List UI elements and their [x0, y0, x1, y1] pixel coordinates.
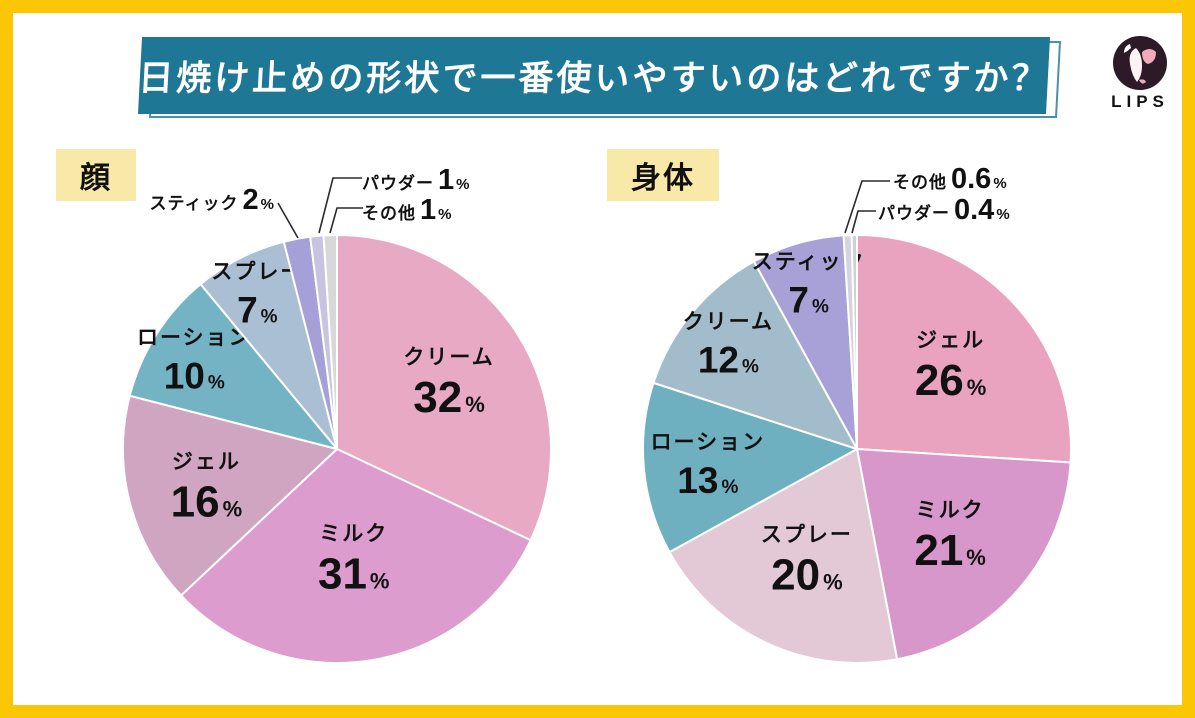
face-outside-label-name-6: パウダー [362, 174, 434, 193]
face-slice-value-4: 7% [237, 290, 278, 331]
face-pie-outside-label-5: スティック 2% [148, 184, 274, 217]
body-slice-label-1: ミルク [916, 499, 985, 522]
face-slice-label-1: ミルク [319, 523, 388, 546]
face-outside-label-unit-6: % [456, 176, 470, 193]
face-leader-line-7 [329, 207, 363, 234]
body-pie-slice-4 [652, 260, 858, 450]
body-slice-value-3: 13% [677, 460, 738, 501]
body-pie-slice-0 [856, 234, 1072, 464]
face-outside-label-value-5: 2 [242, 184, 259, 216]
face-pie-slice-0 [336, 234, 552, 542]
body-leader-line-7 [851, 210, 876, 234]
lips-logo-word: LIPS [1111, 92, 1169, 111]
body-outside-label-name-7: パウダー [878, 204, 950, 223]
body-slice-value-2: 20% [771, 550, 843, 599]
body-pie-slice-2 [668, 448, 899, 664]
body-slice-label-3: ローション [651, 431, 766, 454]
face-outside-label-unit-5: % [260, 196, 274, 213]
face-outside-label-unit-7: % [438, 206, 452, 223]
lips-logo: LIPS [1106, 36, 1174, 114]
title-banner: 日焼け止めの形状で一番使いやすいのはどれですか？ [137, 37, 1062, 118]
page-title: 日焼け止めの形状で一番使いやすいのはどれですか？ [137, 59, 1051, 98]
face-outside-label-name-7: その他 [362, 204, 416, 223]
title-banner-plate: 日焼け止めの形状で一番使いやすいのはどれですか？ [137, 37, 1051, 114]
body-slice-label-0: ジェル [916, 329, 985, 352]
face-pie-outside-label-6: パウダー 1% [362, 164, 469, 197]
body-outside-label-value-6: 0.6 [951, 163, 992, 195]
body-outside-label-name-6: その他 [893, 173, 947, 192]
face-pie-slice-7 [322, 233, 338, 450]
body-slice-label-2: スプレー [761, 523, 853, 546]
face-pie-outside-label-7: その他 1% [362, 194, 451, 227]
lips-logo-mark-icon [1113, 36, 1167, 90]
face-slice-label-2: ジェル [172, 451, 241, 474]
face-leader-line-5 [277, 202, 299, 239]
face-slice-value-3: 10% [164, 355, 225, 396]
body-slice-label-5: スティック [752, 251, 866, 274]
body-slice-value-1: 21% [914, 526, 986, 575]
face-slice-value-1: 31% [318, 550, 390, 599]
face-pie-slice-2 [122, 394, 338, 597]
body-slice-value-4: 12% [698, 340, 759, 381]
body-pie-outside-label-6: その他 0.6% [893, 163, 1007, 196]
face-slice-label-3: ローション [137, 326, 252, 349]
body-slice-label-4: クリーム [683, 311, 774, 334]
body-outside-label-unit-7: % [996, 206, 1010, 223]
body-outside-label-unit-6: % [993, 175, 1007, 192]
body-pie-slice-3 [642, 381, 858, 554]
face-outside-label-value-7: 1 [420, 194, 437, 226]
face-outside-label-name-5: スティック [149, 194, 239, 213]
body-leader-line-6 [844, 180, 890, 234]
face-pie-slice-1 [180, 448, 532, 664]
body-pie-outside-label-7: パウダー 0.4% [878, 194, 1010, 227]
face-slice-value-0: 32% [413, 373, 485, 422]
face-outside-label-value-6: 1 [438, 164, 455, 196]
face-slice-value-2: 16% [171, 478, 243, 527]
pie-chart-body: ジェル 26 % ミルク 21 % スプレー 20 % ローション 13 % クリーム 12 % スティック 7… [642, 180, 1072, 664]
body-slice-value-0: 26% [915, 356, 987, 405]
face-pie-slice-3 [128, 283, 338, 450]
body-slice-value-5: 7% [788, 280, 829, 321]
body-outside-label-value-7: 0.4 [954, 194, 995, 226]
face-slice-label-0: クリーム [403, 346, 494, 369]
face-leader-line-6 [318, 177, 362, 234]
chart-title-face: 顔 [56, 149, 136, 201]
body-pie-slice-7 [850, 234, 858, 450]
body-pie-slice-1 [856, 448, 1072, 661]
face-slice-label-4: スプレー [211, 261, 303, 284]
chart-title-body: 身体 [607, 149, 719, 201]
pie-chart-face: クリーム 32 % ミルク 31 % ジェル 16 % ローション 10 % スプレー 7% [122, 177, 552, 664]
